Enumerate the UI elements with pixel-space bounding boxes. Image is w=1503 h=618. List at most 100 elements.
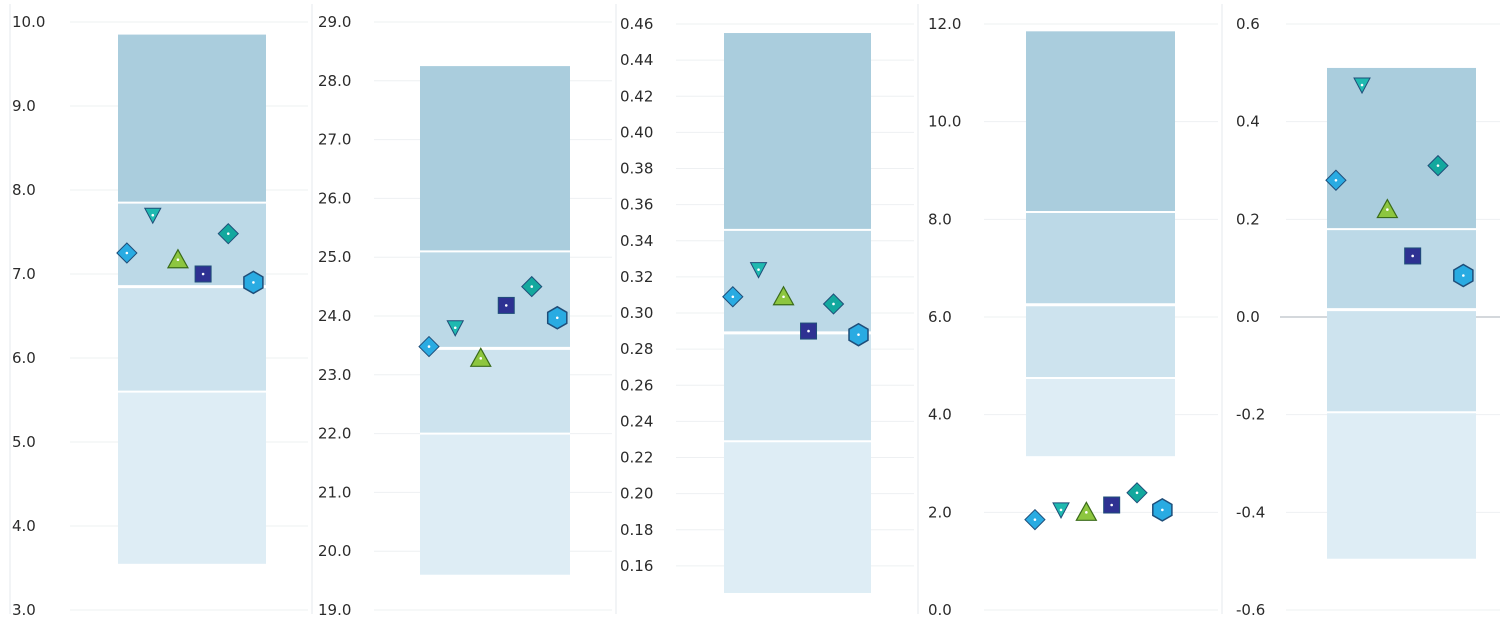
panel-4-y-tick-label: 12.0 [928,15,961,33]
panel-5-band-4 [1327,67,1476,230]
panel-2-y-tick-label: 27.0 [318,131,351,149]
panel-2-marker-diamond-center-dot [530,285,534,288]
panel-1-marker-triangle-up-center-dot [176,258,180,262]
panel-4-marker-triangle-down-center-dot [1059,508,1063,512]
panel-3-band-4 [724,33,871,230]
panel-5-band-1 [1327,412,1476,559]
panel-2-marker-diamond-center-dot [427,345,431,348]
panel-5-y-tick-label: 0.4 [1236,113,1260,131]
panel-5-marker-diamond-center-dot [1436,164,1440,167]
panel-5-y-tick-label: 0.2 [1236,210,1260,228]
panel-2-marker-triangle-down-center-dot [453,326,457,330]
panel-3-y-tick-label: 0.32 [620,268,653,286]
panel-4-y-tick-label: 2.0 [928,503,952,521]
panel-1-y-tick-label: 5.0 [12,433,36,451]
panel-2-band-3 [420,251,570,349]
panel-4-y-tick-label: 8.0 [928,210,952,228]
panel-3-marker-square-center-dot [807,329,810,333]
panel-3-y-tick-label: 0.30 [620,304,653,322]
panel-3-band-2 [724,332,871,442]
panel-2-y-tick-label: 24.0 [318,307,351,325]
panel-2-marker-hexagon-center-dot [555,316,559,320]
panel-1-band-4 [118,34,266,203]
panel-5-y-tick-label: -0.6 [1236,601,1265,618]
panel-1-y-tick-label: 6.0 [12,349,36,367]
panel-5-marker-triangle-down-center-dot [1360,83,1364,87]
panel-5-marker-diamond-center-dot [1334,178,1338,182]
panel-4-marker-hexagon-center-dot [1161,508,1164,512]
panel-4-marker-triangle-up-center-dot [1085,511,1088,514]
panel-2-marker-square-center-dot [504,304,508,307]
panel-3-y-tick-label: 0.46 [620,15,653,33]
panel-2-y-tick-label: 25.0 [318,248,351,266]
panel-3-y-tick-label: 0.24 [620,412,653,430]
panel-3-y-tick-label: 0.28 [620,340,653,358]
panel-1-band-3 [118,202,266,287]
panel-5-y-tick-label: 0.6 [1236,15,1260,33]
panel-1-y-tick-label: 10.0 [12,13,45,31]
panel-3-y-tick-label: 0.40 [620,123,653,141]
panel-4-y-tick-label: 6.0 [928,308,952,326]
panel-5-marker-square-center-dot [1411,254,1414,258]
panel-1-marker-triangle-down-center-dot [151,213,155,217]
panel-4-y-tick-label: 4.0 [928,406,952,424]
panel-3-y-tick-label: 0.16 [620,557,653,575]
panel-4-y-tick-label: 0.0 [928,601,952,618]
panel-2-y-tick-label: 29.0 [318,13,351,31]
panel-3-marker-hexagon-center-dot [857,333,860,336]
panel-2-y-tick-label: 20.0 [318,542,351,560]
panel-2-y-tick-label: 21.0 [318,483,351,501]
panel-3-y-tick-label: 0.42 [620,87,653,105]
panel-2-band-2 [420,348,570,434]
panel-1-band-1 [118,391,266,564]
panel-5-marker-hexagon-center-dot [1462,274,1465,277]
panel-5-marker-triangle-up-center-dot [1386,208,1389,211]
panel-4-marker-square-center-dot [1110,503,1113,507]
panel-1-marker-square-center-dot [201,272,205,276]
panel-1-marker-diamond-center-dot [125,251,129,255]
panel-1-y-tick-label: 8.0 [12,181,36,199]
panel-2-y-tick-label: 22.0 [318,425,351,443]
panel-3-marker-triangle-up-center-dot [782,295,785,299]
panel-2-marker-triangle-up-center-dot [479,357,483,360]
panel-2-y-tick-label: 23.0 [318,366,351,384]
panel-3-marker-diamond-center-dot [832,302,835,306]
panel-3-marker-diamond-center-dot [731,295,735,299]
panel-4-band-1 [1026,378,1175,457]
panel-3-band-3 [724,229,871,333]
panel-5-y-tick-label: -0.4 [1236,503,1265,521]
panel-3-y-tick-label: 0.18 [620,521,653,539]
panel-1-band-2 [118,286,266,392]
panel-2-y-tick-label: 28.0 [318,72,351,90]
panel-3-y-tick-label: 0.36 [620,196,653,214]
panel-3-y-tick-label: 0.38 [620,160,653,178]
panel-4-band-4 [1026,31,1175,213]
panel-3-y-tick-label: 0.20 [620,485,653,503]
panel-5-band-2 [1327,309,1476,413]
panel-1-y-tick-label: 7.0 [12,265,36,283]
panel-5-y-tick-label: 0.0 [1236,308,1260,326]
panel-3-y-tick-label: 0.22 [620,449,653,467]
panel-4-y-tick-label: 10.0 [928,113,961,131]
panel-2-band-4 [420,66,570,252]
panel-5-band-3 [1327,229,1476,310]
panel-1-y-tick-label: 3.0 [12,601,36,618]
panel-3-y-tick-label: 0.34 [620,232,653,250]
panel-2-y-tick-label: 19.0 [318,601,351,618]
panel-3-y-tick-label: 0.44 [620,51,653,69]
panel-3-marker-triangle-down-center-dot [757,268,760,271]
panel-3-y-tick-label: 0.26 [620,376,653,394]
panel-1-y-tick-label: 4.0 [12,517,36,535]
panel-2-y-tick-label: 26.0 [318,189,351,207]
panel-2-band-1 [420,433,570,575]
panel-3-band-1 [724,441,871,593]
panel-1-y-tick-label: 9.0 [12,97,36,115]
panel-1-marker-diamond-center-dot [226,232,230,235]
panel-4-marker-diamond-center-dot [1135,491,1139,495]
panel-5-y-tick-label: -0.2 [1236,406,1265,424]
panel-1-marker-hexagon-center-dot [252,281,255,284]
panel-4-band-2 [1026,304,1175,379]
panel-4-marker-diamond-center-dot [1033,518,1037,521]
panel-4-band-3 [1026,212,1175,305]
